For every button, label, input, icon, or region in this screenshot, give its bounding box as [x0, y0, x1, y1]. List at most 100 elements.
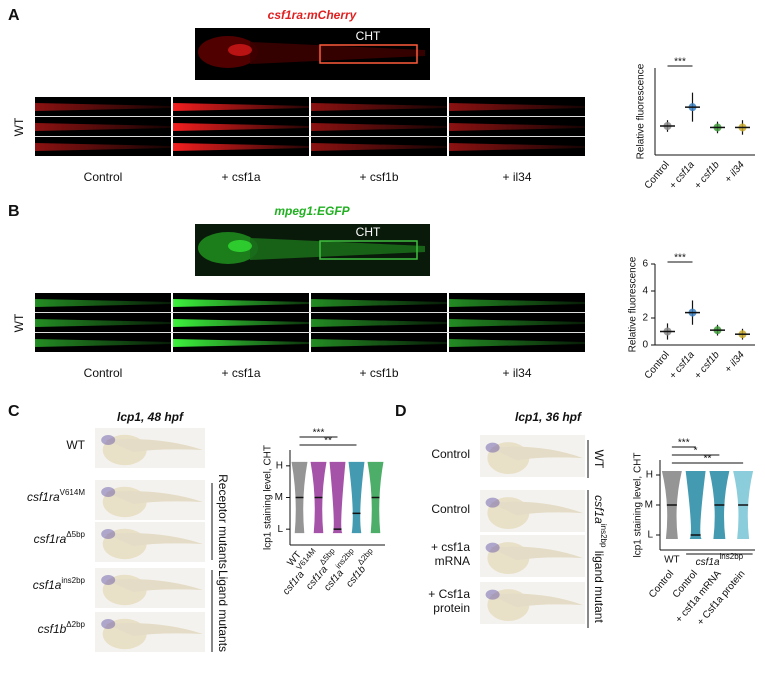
significance-label: *** — [674, 253, 686, 264]
significance-label: *** — [674, 57, 686, 68]
allele: ins2bp — [720, 552, 744, 561]
label-rest: ligand mutant — [592, 547, 606, 623]
strip-signal — [35, 319, 171, 327]
bracket-label: Receptor mutants — [216, 474, 230, 569]
embryo-body — [106, 579, 203, 592]
significance-label: *** — [678, 438, 690, 449]
allele: ins2bp — [599, 524, 608, 548]
strip-signal — [35, 143, 171, 151]
row-label: Control — [431, 502, 470, 516]
strip-signal — [449, 319, 585, 327]
x-tick-label: + il34 — [723, 349, 747, 375]
image-title: lcp1, 48 hpf — [117, 410, 184, 424]
staining — [485, 442, 500, 453]
strip-signal — [449, 103, 585, 111]
bracket-label: Ligand mutants — [216, 570, 230, 652]
y-tick-label: 0 — [642, 340, 648, 351]
group-label: WT — [664, 555, 680, 566]
gene-name: csf1b — [344, 564, 368, 590]
gene-name: csf1ra — [34, 532, 67, 546]
x-tick-label: + il34 — [723, 159, 747, 185]
bracket-label: csf1ains2bp ligand mutant — [592, 495, 608, 623]
staining — [485, 497, 500, 508]
staining — [101, 487, 116, 497]
embryo-head — [198, 232, 258, 264]
strip-signal — [35, 299, 171, 307]
significance-label: ** — [704, 454, 712, 465]
x-tick-label: Control — [643, 160, 672, 192]
row-label: WT — [66, 438, 85, 452]
panel-letter: C — [8, 403, 20, 420]
x-tick-label: + csf1a — [667, 159, 697, 191]
condition-label: + csf1b — [359, 366, 398, 380]
y-tick-label: H — [646, 470, 653, 481]
y-tick-label: M — [275, 492, 283, 503]
condition-label: + il34 — [502, 170, 531, 184]
condition-label: + csf1a — [221, 170, 260, 184]
y-tick-label: M — [645, 500, 653, 511]
staining — [101, 575, 116, 585]
violin — [329, 461, 346, 534]
y-axis-label: Relative fluorescence — [628, 256, 639, 352]
panel-letter: D — [395, 403, 407, 420]
y-axis-label: lcp1 staining level, CHT — [633, 452, 644, 557]
embryo-body — [106, 439, 203, 452]
staining — [485, 542, 500, 553]
embryo-body — [106, 533, 203, 546]
row-label: + csf1a — [431, 540, 470, 554]
embryo-tail — [250, 42, 425, 64]
row-label: protein — [433, 601, 470, 615]
image-title: mpeg1:EGFP — [274, 204, 350, 218]
embryo-spot — [228, 44, 252, 56]
y-tick-label: L — [277, 524, 283, 535]
x-tick-label: Control — [643, 350, 672, 382]
allele: ins2bp — [334, 546, 356, 570]
strip-signal — [35, 103, 171, 111]
embryo-head — [198, 36, 258, 68]
allele: Δ5bp — [66, 530, 85, 539]
staining — [101, 529, 116, 539]
y-tick-label: 4 — [642, 286, 648, 297]
violin — [685, 471, 706, 539]
condition-label: Control — [84, 366, 123, 380]
bracket-label: WT — [592, 450, 606, 469]
image-title: csf1ra:mCherry — [268, 8, 358, 22]
condition-label: + il34 — [502, 366, 531, 380]
gene-name: csf1a — [33, 578, 62, 592]
region-label: CHT — [356, 29, 381, 43]
embryo-tail — [250, 238, 425, 260]
y-tick-label: H — [276, 460, 283, 471]
embryo-body — [106, 623, 203, 636]
gene-name: csf1ra — [281, 569, 307, 597]
strip-signal — [35, 339, 171, 347]
group-label: csf1ains2bp — [696, 552, 744, 568]
y-tick-label: L — [647, 530, 653, 541]
row-label: csf1raΔ5bp — [34, 530, 86, 546]
embryo-spot — [228, 240, 252, 252]
strip-signal — [173, 299, 309, 307]
strip-signal — [173, 319, 309, 327]
strip-signal — [449, 339, 585, 347]
staining — [101, 619, 116, 629]
allele: V614M — [60, 488, 86, 497]
strip-signal — [449, 143, 585, 151]
allele: ins2bp — [61, 576, 85, 585]
row-label: csf1bΔ2bp — [38, 620, 86, 636]
row-label: csf1ains2bp — [33, 576, 86, 592]
region-label: CHT — [356, 225, 381, 239]
condition-label: Control — [84, 170, 123, 184]
row-label: Control — [431, 447, 470, 461]
strip-signal — [311, 103, 447, 111]
strip-signal — [173, 123, 309, 131]
condition-label: + csf1a — [221, 366, 260, 380]
embryo-body — [490, 593, 583, 608]
row-label: WT — [12, 313, 26, 332]
gene-name: csf1b — [38, 622, 67, 636]
staining — [101, 435, 116, 445]
row-label: csf1raV614M — [27, 488, 85, 504]
cht-box — [319, 240, 418, 260]
embryo-body — [490, 501, 583, 516]
embryo-body — [490, 546, 583, 561]
gene-name: csf1ra — [27, 490, 60, 504]
